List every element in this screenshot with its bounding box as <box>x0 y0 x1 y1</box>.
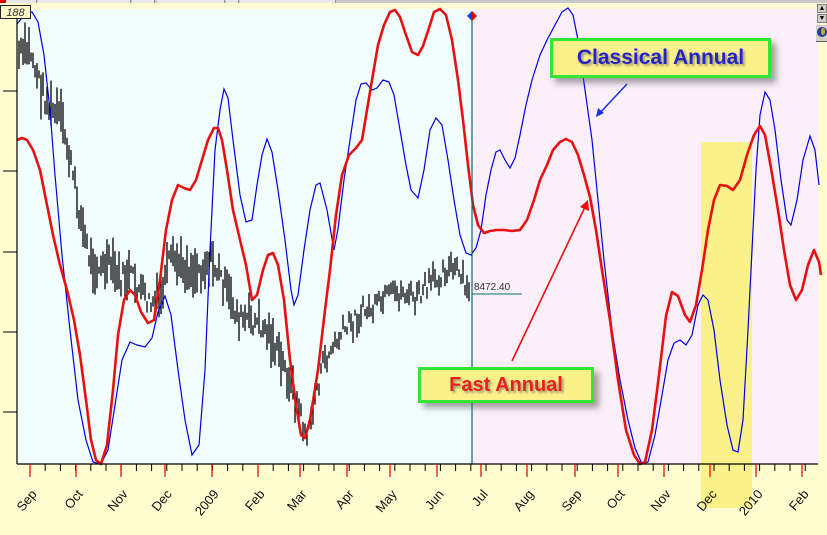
classical-arrow <box>597 83 628 116</box>
divider-handle-icon[interactable] <box>467 11 477 21</box>
classical-annual-callout: Classical Annual <box>550 38 771 78</box>
triangle-up-icon: ▲ <box>818 5 826 12</box>
toolbar-segment[interactable] <box>157 0 225 3</box>
highlight-window <box>701 142 752 508</box>
globe-button[interactable] <box>816 25 827 42</box>
indicator-red-block <box>0 0 6 3</box>
toolbar-segment[interactable] <box>6 0 37 3</box>
fast-annual-line <box>16 7 823 466</box>
fast-arrow-head-icon <box>580 200 589 211</box>
classical-annual-line <box>16 7 820 465</box>
fast-annual-callout: Fast Annual <box>418 367 594 403</box>
header-strip <box>0 3 827 9</box>
scroll-down-button[interactable]: ▼ <box>817 14 827 23</box>
toolbar-segment[interactable] <box>226 0 239 3</box>
y-axis-ticks <box>3 90 17 413</box>
triangle-down-icon: ▼ <box>818 15 826 22</box>
toolbar-segment[interactable] <box>132 0 155 3</box>
globe-icon <box>817 27 827 37</box>
scroll-up-button[interactable]: ▲ <box>817 4 827 13</box>
toolbar-segment[interactable] <box>38 0 131 3</box>
toolbar-segment[interactable] <box>240 0 336 3</box>
top-toolbar-strip <box>0 0 827 3</box>
scale-value-label: 188 <box>0 5 31 19</box>
classical-arrow-head-icon <box>596 108 604 117</box>
last-price-label: 8472.40 <box>474 282 511 293</box>
x-axis-ticks <box>29 464 806 477</box>
fast-arrow <box>511 206 586 362</box>
history-area <box>17 9 472 464</box>
